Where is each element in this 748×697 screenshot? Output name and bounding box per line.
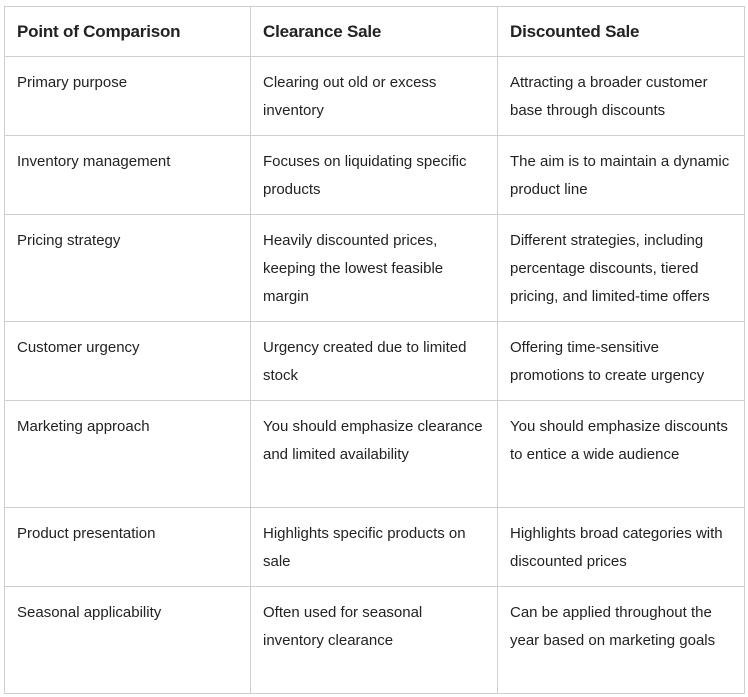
- header-point-of-comparison: Point of Comparison: [4, 6, 251, 57]
- table-row: Primary purpose Clearing out old or exce…: [4, 56, 745, 136]
- row-label: Primary purpose: [4, 56, 251, 136]
- row-label: Pricing strategy: [4, 214, 251, 322]
- clearance-cell: Often used for seasonal inventory cleara…: [250, 586, 498, 694]
- table-row: Customer urgency Urgency created due to …: [4, 321, 745, 401]
- discounted-cell: Can be applied throughout the year based…: [497, 586, 745, 694]
- clearance-cell: Highlights specific products on sale: [250, 507, 498, 587]
- table-row: Inventory management Focuses on liquidat…: [4, 135, 745, 215]
- discounted-cell: Attracting a broader customer base throu…: [497, 56, 745, 136]
- table-row: Pricing strategy Heavily discounted pric…: [4, 214, 745, 322]
- clearance-cell: You should emphasize clearance and limit…: [250, 400, 498, 508]
- clearance-cell: Clearing out old or excess inventory: [250, 56, 498, 136]
- header-discounted-sale: Discounted Sale: [497, 6, 745, 57]
- table-row: Seasonal applicability Often used for se…: [4, 586, 745, 694]
- discounted-cell: You should emphasize discounts to entice…: [497, 400, 745, 508]
- header-clearance-sale: Clearance Sale: [250, 6, 498, 57]
- row-label: Marketing approach: [4, 400, 251, 508]
- comparison-table: Point of Comparison Clearance Sale Disco…: [4, 6, 745, 694]
- discounted-cell: Highlights broad categories with discoun…: [497, 507, 745, 587]
- row-label: Product presentation: [4, 507, 251, 587]
- discounted-cell: The aim is to maintain a dynamic product…: [497, 135, 745, 215]
- row-label: Customer urgency: [4, 321, 251, 401]
- table-row: Marketing approach You should emphasize …: [4, 400, 745, 508]
- row-label: Inventory management: [4, 135, 251, 215]
- table-row: Product presentation Highlights specific…: [4, 507, 745, 587]
- row-label: Seasonal applicability: [4, 586, 251, 694]
- clearance-cell: Heavily discounted prices, keeping the l…: [250, 214, 498, 322]
- clearance-cell: Focuses on liquidating specific products: [250, 135, 498, 215]
- discounted-cell: Offering time-sensitive promotions to cr…: [497, 321, 745, 401]
- clearance-cell: Urgency created due to limited stock: [250, 321, 498, 401]
- discounted-cell: Different strategies, including percenta…: [497, 214, 745, 322]
- table-header-row: Point of Comparison Clearance Sale Disco…: [4, 6, 745, 57]
